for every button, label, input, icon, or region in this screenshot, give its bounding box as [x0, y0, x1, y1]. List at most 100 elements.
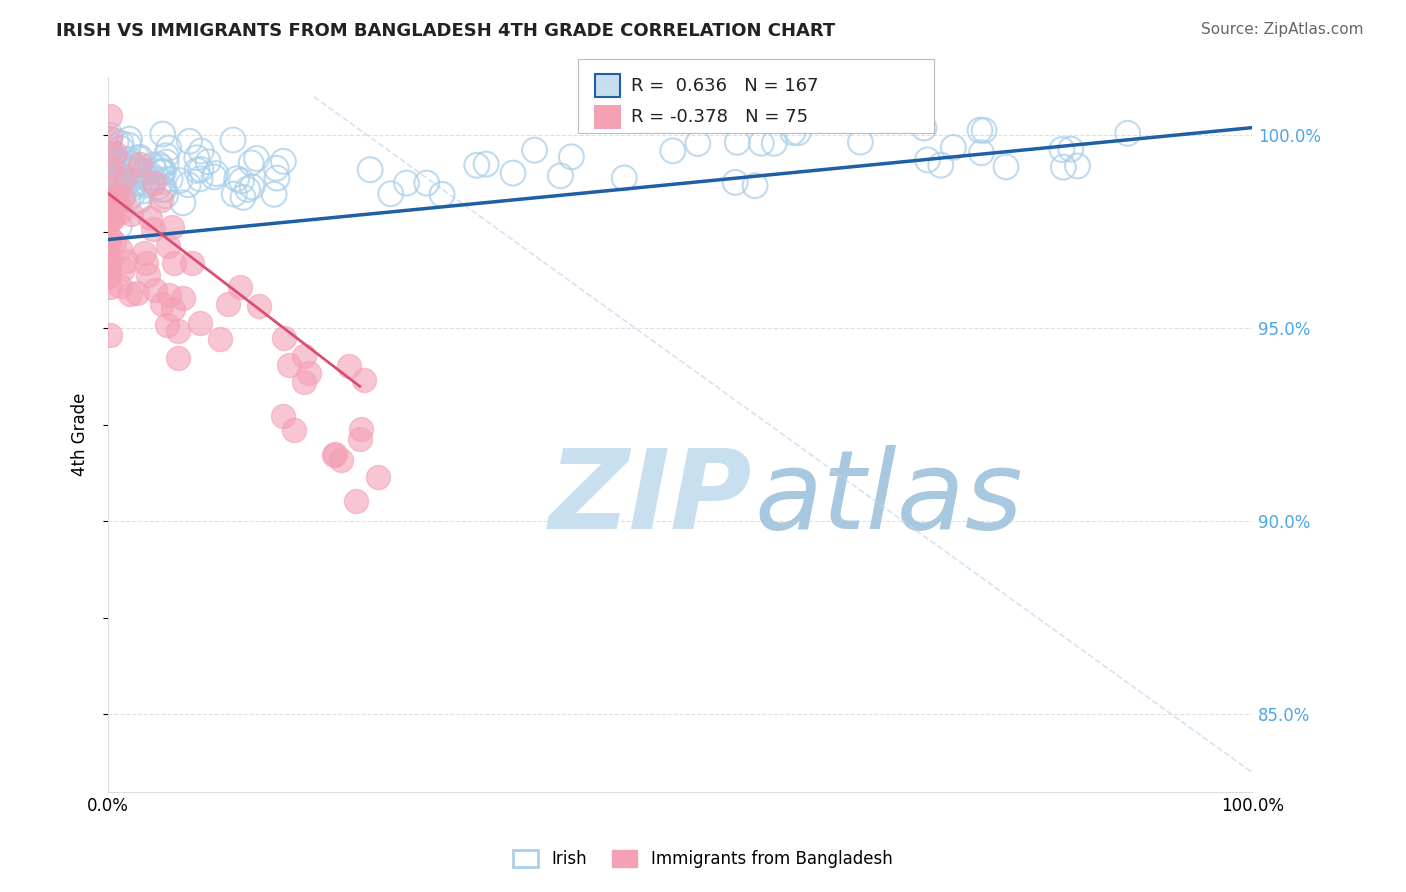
Point — [190, 144, 212, 158]
Point — [763, 136, 786, 151]
Point — [98, 177, 121, 191]
Point — [115, 161, 138, 175]
Point — [110, 180, 132, 194]
Point — [134, 245, 156, 260]
Point — [298, 366, 321, 380]
Point — [97, 206, 120, 220]
Point — [222, 133, 245, 147]
Point — [98, 183, 121, 197]
Point — [114, 170, 136, 185]
Point — [97, 259, 120, 273]
Point — [613, 170, 636, 185]
Point — [97, 200, 120, 214]
Point — [395, 176, 418, 190]
Point — [225, 171, 247, 186]
Point — [100, 160, 122, 174]
Point — [135, 255, 157, 269]
Point — [131, 166, 153, 180]
Point — [111, 188, 134, 202]
Point — [350, 422, 373, 436]
Point — [110, 136, 132, 151]
Point — [107, 179, 129, 194]
Point — [686, 136, 709, 151]
Point — [98, 327, 121, 342]
Point — [150, 160, 173, 174]
Point — [263, 187, 285, 202]
Point — [273, 331, 295, 345]
Point — [917, 153, 939, 167]
Point — [159, 172, 181, 186]
Point — [98, 160, 121, 174]
Point — [97, 181, 120, 195]
Point — [124, 159, 146, 173]
Point — [97, 245, 120, 260]
Point — [134, 178, 156, 193]
Point — [271, 409, 294, 423]
Point — [98, 166, 121, 180]
Point — [118, 138, 141, 153]
Point — [1050, 143, 1073, 157]
Point — [273, 154, 295, 169]
Text: R =  0.636   N = 167: R = 0.636 N = 167 — [631, 77, 818, 95]
Point — [232, 190, 254, 204]
Point — [970, 145, 993, 160]
Point — [103, 158, 125, 172]
Point — [98, 178, 121, 193]
Point — [179, 134, 201, 148]
Point — [105, 185, 128, 199]
Point — [143, 164, 166, 178]
Point — [98, 109, 121, 123]
Point — [127, 152, 149, 166]
Point — [141, 177, 163, 191]
Point — [157, 288, 180, 302]
Point — [125, 165, 148, 179]
Point — [100, 164, 122, 178]
Point — [929, 158, 952, 172]
Point — [118, 172, 141, 186]
Text: atlas: atlas — [755, 445, 1024, 552]
Point — [465, 158, 488, 172]
Point — [98, 136, 121, 151]
Point — [100, 158, 122, 172]
Point — [249, 299, 271, 313]
Point — [323, 447, 346, 461]
Point — [155, 155, 177, 169]
Point — [100, 177, 122, 191]
Point — [97, 266, 120, 280]
Point — [475, 157, 498, 171]
Point — [744, 178, 766, 193]
Point — [266, 171, 288, 186]
Point — [430, 187, 453, 202]
Point — [110, 142, 132, 156]
Point — [98, 212, 121, 227]
Point — [101, 181, 124, 195]
Point — [101, 156, 124, 170]
Point — [180, 256, 202, 270]
Point — [277, 358, 299, 372]
Point — [166, 351, 188, 365]
Point — [97, 150, 120, 164]
Point — [114, 185, 136, 199]
Point — [155, 149, 177, 163]
Point — [104, 146, 127, 161]
Point — [202, 169, 225, 184]
Point — [240, 179, 263, 194]
Point — [127, 169, 149, 184]
Point — [115, 172, 138, 186]
Point — [523, 143, 546, 157]
Point — [148, 158, 170, 172]
Point — [122, 163, 145, 178]
Point — [98, 254, 121, 268]
Point — [120, 207, 142, 221]
Point — [292, 375, 315, 389]
Point — [97, 187, 120, 202]
Point — [115, 153, 138, 167]
Point — [162, 301, 184, 316]
Point — [111, 189, 134, 203]
Point — [127, 193, 149, 207]
Point — [103, 193, 125, 207]
Point — [177, 178, 200, 192]
Point — [157, 239, 180, 253]
Point — [172, 195, 194, 210]
Point — [205, 167, 228, 181]
